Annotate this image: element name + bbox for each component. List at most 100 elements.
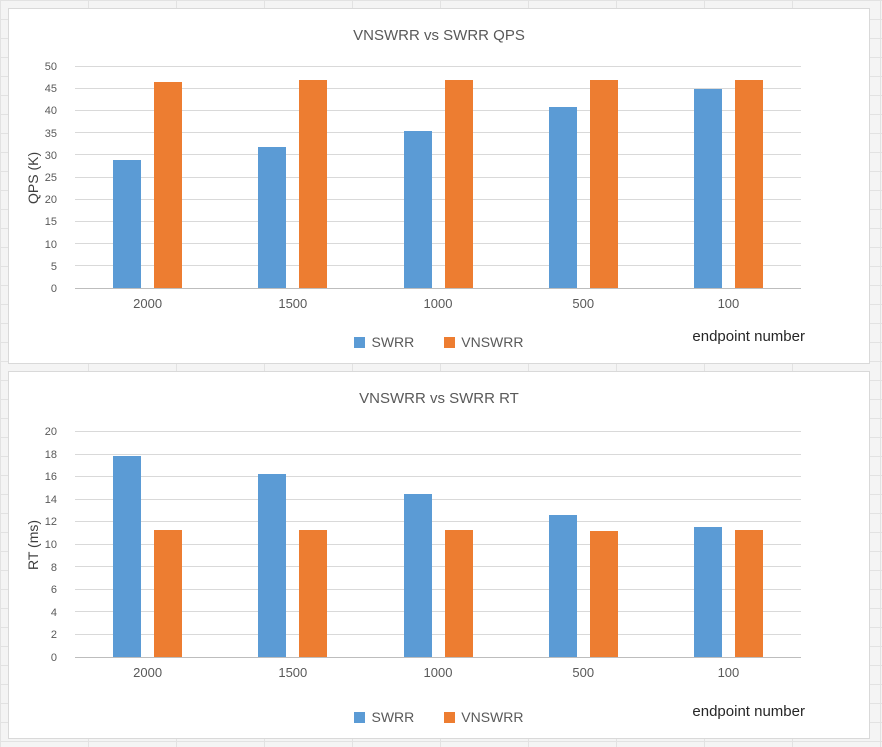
bar-group-500	[511, 432, 656, 657]
plot-area	[75, 431, 801, 658]
bar-swrr-1500[interactable]	[258, 146, 287, 288]
gridline	[75, 588, 801, 590]
x-tick-label-1000: 1000	[423, 296, 453, 311]
bar-swrr-100[interactable]	[693, 89, 722, 288]
y-tick-label: 45	[44, 83, 57, 96]
bar-vnswrr-500[interactable]	[589, 531, 618, 657]
bar-vnswrr-100[interactable]	[734, 529, 763, 657]
bar-group-2000	[75, 432, 220, 657]
bar-vnswrr-2000[interactable]	[154, 529, 183, 657]
x-tick-label-1000: 1000	[423, 665, 453, 680]
gridline	[75, 521, 801, 522]
y-axis-ticks: 0 2 4 6 8 10 12 14 16 18 20	[9, 426, 67, 664]
y-tick-label: 10	[44, 539, 57, 551]
bar-group-500	[511, 67, 656, 288]
y-tick-label: 10	[44, 238, 57, 251]
gridline	[75, 453, 801, 455]
gridline	[75, 611, 801, 612]
x-tick-label-1500: 1500	[278, 665, 308, 680]
gridline	[75, 88, 801, 90]
x-tick-label-500: 500	[572, 665, 595, 680]
y-tick-label: 20	[44, 426, 57, 438]
y-tick-label: 30	[44, 149, 57, 162]
qps-chart-title: VNSWRR vs SWRR QPS	[353, 27, 525, 44]
bar-vnswrr-1500[interactable]	[299, 80, 328, 288]
gridline	[75, 154, 801, 156]
bar-group-100	[656, 67, 801, 288]
legend-swatch-vnswrr	[444, 336, 456, 348]
gridline	[75, 633, 801, 635]
legend-item-swrr[interactable]: SWRR	[354, 334, 414, 350]
bar-swrr-1500[interactable]	[258, 473, 287, 657]
gridline	[75, 431, 801, 432]
bar-swrr-500[interactable]	[548, 515, 577, 657]
y-tick-label: 8	[50, 561, 57, 574]
y-tick-label: 0	[50, 652, 57, 664]
bar-group-1000	[365, 432, 510, 657]
legend-item-vnswrr[interactable]: VNSWRR	[444, 709, 524, 725]
y-tick-label: 2	[50, 629, 57, 642]
gridline	[75, 110, 801, 112]
bar-swrr-2000[interactable]	[113, 159, 142, 288]
qps-chart-panel: VNSWRR vs SWRR QPS QPS (K) 0 5 10 15 20 25 30 3…	[8, 8, 870, 364]
gridline	[75, 566, 801, 567]
y-tick-label: 12	[44, 516, 57, 529]
gridline	[75, 498, 801, 500]
legend-swatch-vnswrr	[444, 711, 456, 723]
legend: SWRR VNSWRR	[9, 332, 869, 352]
bar-swrr-100[interactable]	[693, 526, 722, 657]
gridline	[75, 543, 801, 545]
bar-vnswrr-500[interactable]	[589, 80, 618, 288]
x-tick-label-2000: 2000	[133, 665, 163, 680]
y-tick-label: 18	[44, 448, 57, 461]
bar-swrr-500[interactable]	[548, 106, 577, 288]
bar-swrr-2000[interactable]	[113, 455, 142, 657]
y-tick-label: 35	[44, 127, 57, 140]
bar-group-100	[656, 432, 801, 657]
gridline	[75, 66, 801, 67]
bar-vnswrr-1500[interactable]	[299, 529, 328, 657]
bar-vnswrr-1000[interactable]	[444, 80, 473, 288]
legend-label-vnswrr: VNSWRR	[461, 709, 524, 725]
gridline	[75, 176, 801, 178]
bar-group-1500	[220, 67, 365, 288]
bar-group-1000	[365, 67, 510, 288]
y-tick-label: 6	[50, 584, 57, 597]
y-tick-label: 4	[50, 606, 57, 619]
y-tick-label: 20	[44, 194, 57, 207]
y-axis-ticks: 0 5 10 15 20 25 30 35 40 45 50	[9, 61, 67, 295]
y-tick-label: 0	[50, 283, 57, 295]
x-axis-ticks: 2000 1500 1000 500 100	[75, 665, 801, 683]
x-axis-ticks: 2000 1500 1000 500 100	[75, 296, 801, 314]
legend-swatch-swrr	[354, 336, 366, 348]
legend-item-vnswrr[interactable]: VNSWRR	[444, 334, 524, 350]
bar-vnswrr-100[interactable]	[734, 80, 763, 288]
x-tick-label-1500: 1500	[278, 296, 308, 311]
gridline	[75, 242, 801, 244]
bar-vnswrr-2000[interactable]	[154, 81, 183, 288]
bar-vnswrr-1000[interactable]	[444, 529, 473, 657]
bar-swrr-1000[interactable]	[403, 131, 432, 288]
legend-item-swrr[interactable]: SWRR	[354, 709, 414, 725]
legend-swatch-swrr	[354, 711, 366, 723]
qps-x-axis-label: endpoint number	[692, 328, 805, 345]
bar-group-1500	[220, 432, 365, 657]
y-tick-label: 40	[44, 105, 57, 118]
bar-swrr-1000[interactable]	[403, 493, 432, 657]
x-tick-label-2000: 2000	[133, 296, 163, 311]
legend-row: SWRR VNSWRR endpoint number	[9, 328, 869, 352]
x-tick-label-500: 500	[572, 296, 595, 311]
rt-chart-panel: VNSWRR vs SWRR RT RT (ms) 0 2 4 6 8 10 12 14 16 1…	[8, 371, 870, 739]
gridline	[75, 198, 801, 200]
y-tick-label: 50	[44, 61, 57, 73]
legend-label-swrr: SWRR	[371, 709, 415, 725]
legend-row: SWRR VNSWRR endpoint number	[9, 703, 869, 727]
bar-group-2000	[75, 67, 220, 288]
y-tick-label: 15	[44, 216, 57, 229]
y-tick-label: 14	[44, 493, 57, 506]
plot-area	[75, 66, 801, 289]
x-tick-label-100: 100	[717, 296, 740, 311]
legend-label-vnswrr: VNSWRR	[461, 334, 524, 350]
y-tick-label: 25	[44, 172, 57, 184]
